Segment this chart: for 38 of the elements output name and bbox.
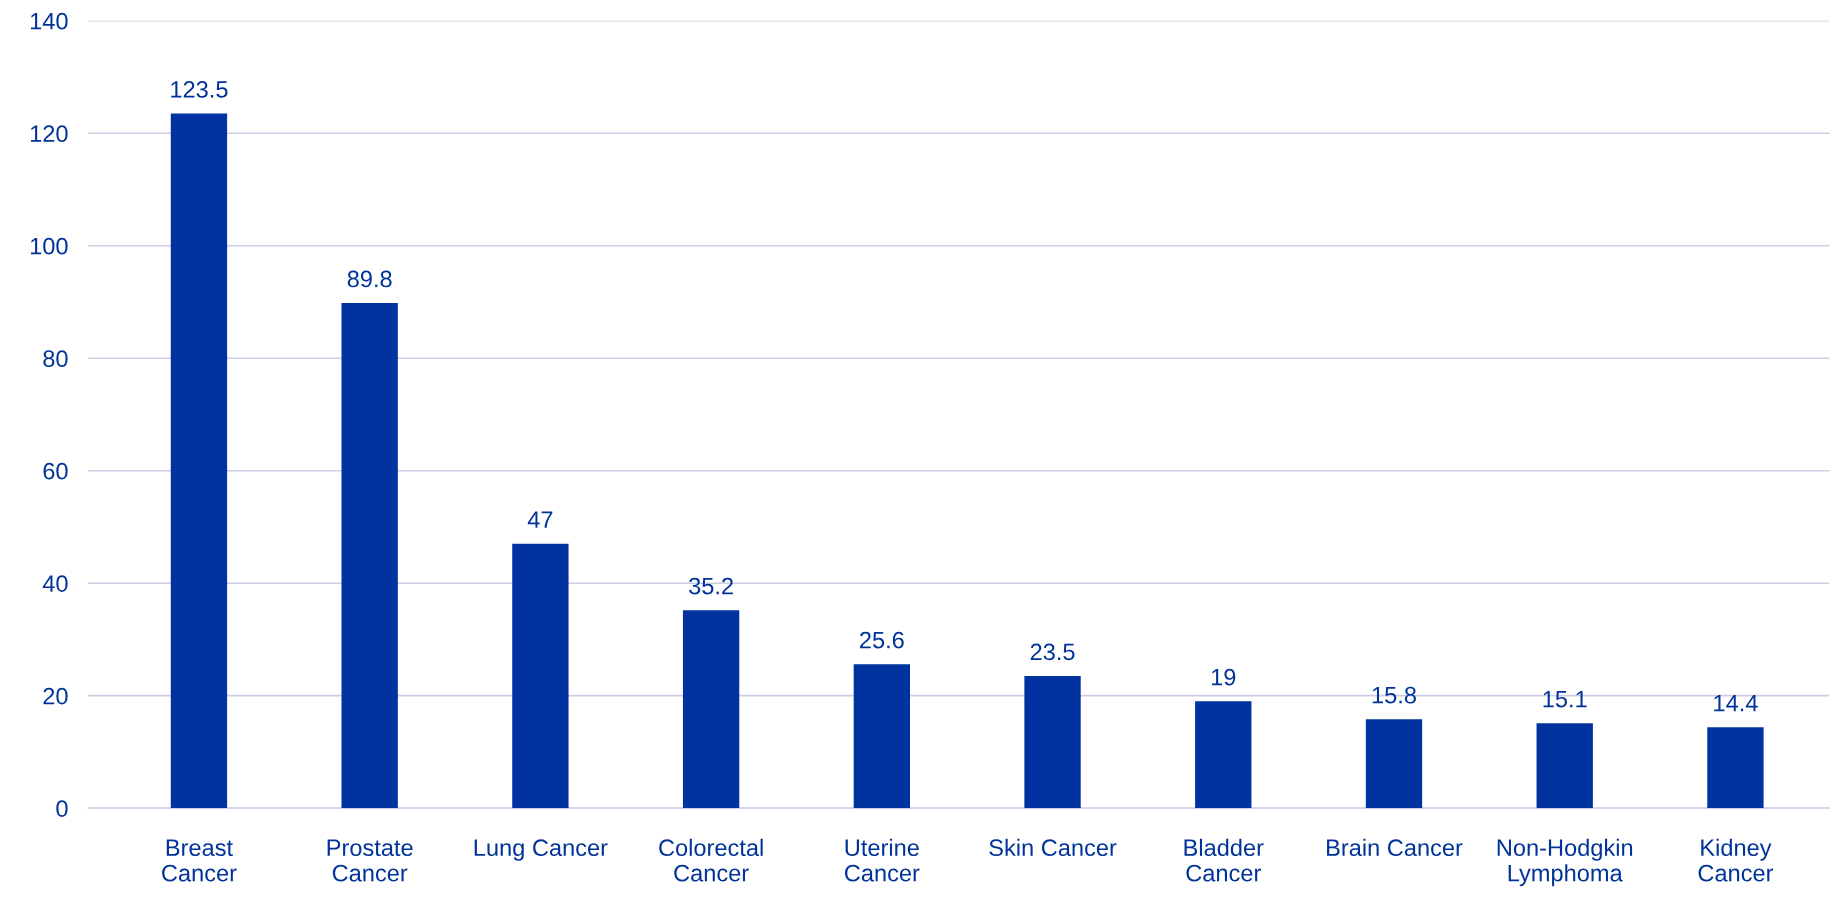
x-tick-label: Uterine Cancer	[844, 838, 920, 882]
bar	[1536, 723, 1593, 809]
y-tick-label: 80	[43, 350, 68, 368]
data-label: 89.8	[347, 270, 392, 288]
y-tick-label: 60	[43, 462, 68, 480]
y-tick-label: 120	[30, 125, 68, 143]
data-label: 23.5	[1030, 643, 1075, 661]
y-tick-label: 40	[42, 575, 68, 592]
data-label: 15.1	[1543, 691, 1587, 708]
y-tick-label: 20	[43, 687, 68, 705]
data-label: 123.5	[171, 81, 228, 98]
x-tick-label: Prostate Cancer	[327, 839, 413, 882]
bar	[853, 664, 910, 809]
data-label: 47	[527, 511, 553, 528]
bar	[1365, 719, 1423, 809]
x-tick-label: Skin Cancer	[989, 838, 1117, 857]
x-tick-label: Colorectal Cancer	[659, 838, 763, 882]
bar	[341, 303, 398, 809]
x-tick-label: Non-Hodgkin Lymphoma	[1497, 838, 1633, 887]
bar	[1707, 727, 1764, 809]
data-label: 15.8	[1372, 686, 1416, 704]
x-tick-label: Kidney Cancer	[1698, 838, 1774, 882]
data-label: 25.6	[860, 631, 904, 649]
y-tick-label: 0	[56, 800, 68, 817]
x-tick-label: Lung Cancer	[474, 839, 608, 861]
bar	[682, 610, 740, 809]
x-tick-label: Brain Cancer	[1327, 838, 1463, 857]
bar	[1195, 701, 1252, 809]
data-label: 35.2	[689, 577, 733, 595]
x-tick-label: Breast Cancer	[162, 839, 237, 882]
bar	[1024, 676, 1081, 809]
x-tick-label: Bladder Cancer	[1184, 838, 1264, 882]
y-tick-label: 100	[30, 237, 68, 255]
y-tick-label: 140	[30, 12, 68, 30]
bar	[512, 543, 569, 809]
bar	[170, 113, 228, 809]
data-label: 14.4	[1714, 694, 1758, 712]
data-label: 19	[1211, 668, 1236, 686]
